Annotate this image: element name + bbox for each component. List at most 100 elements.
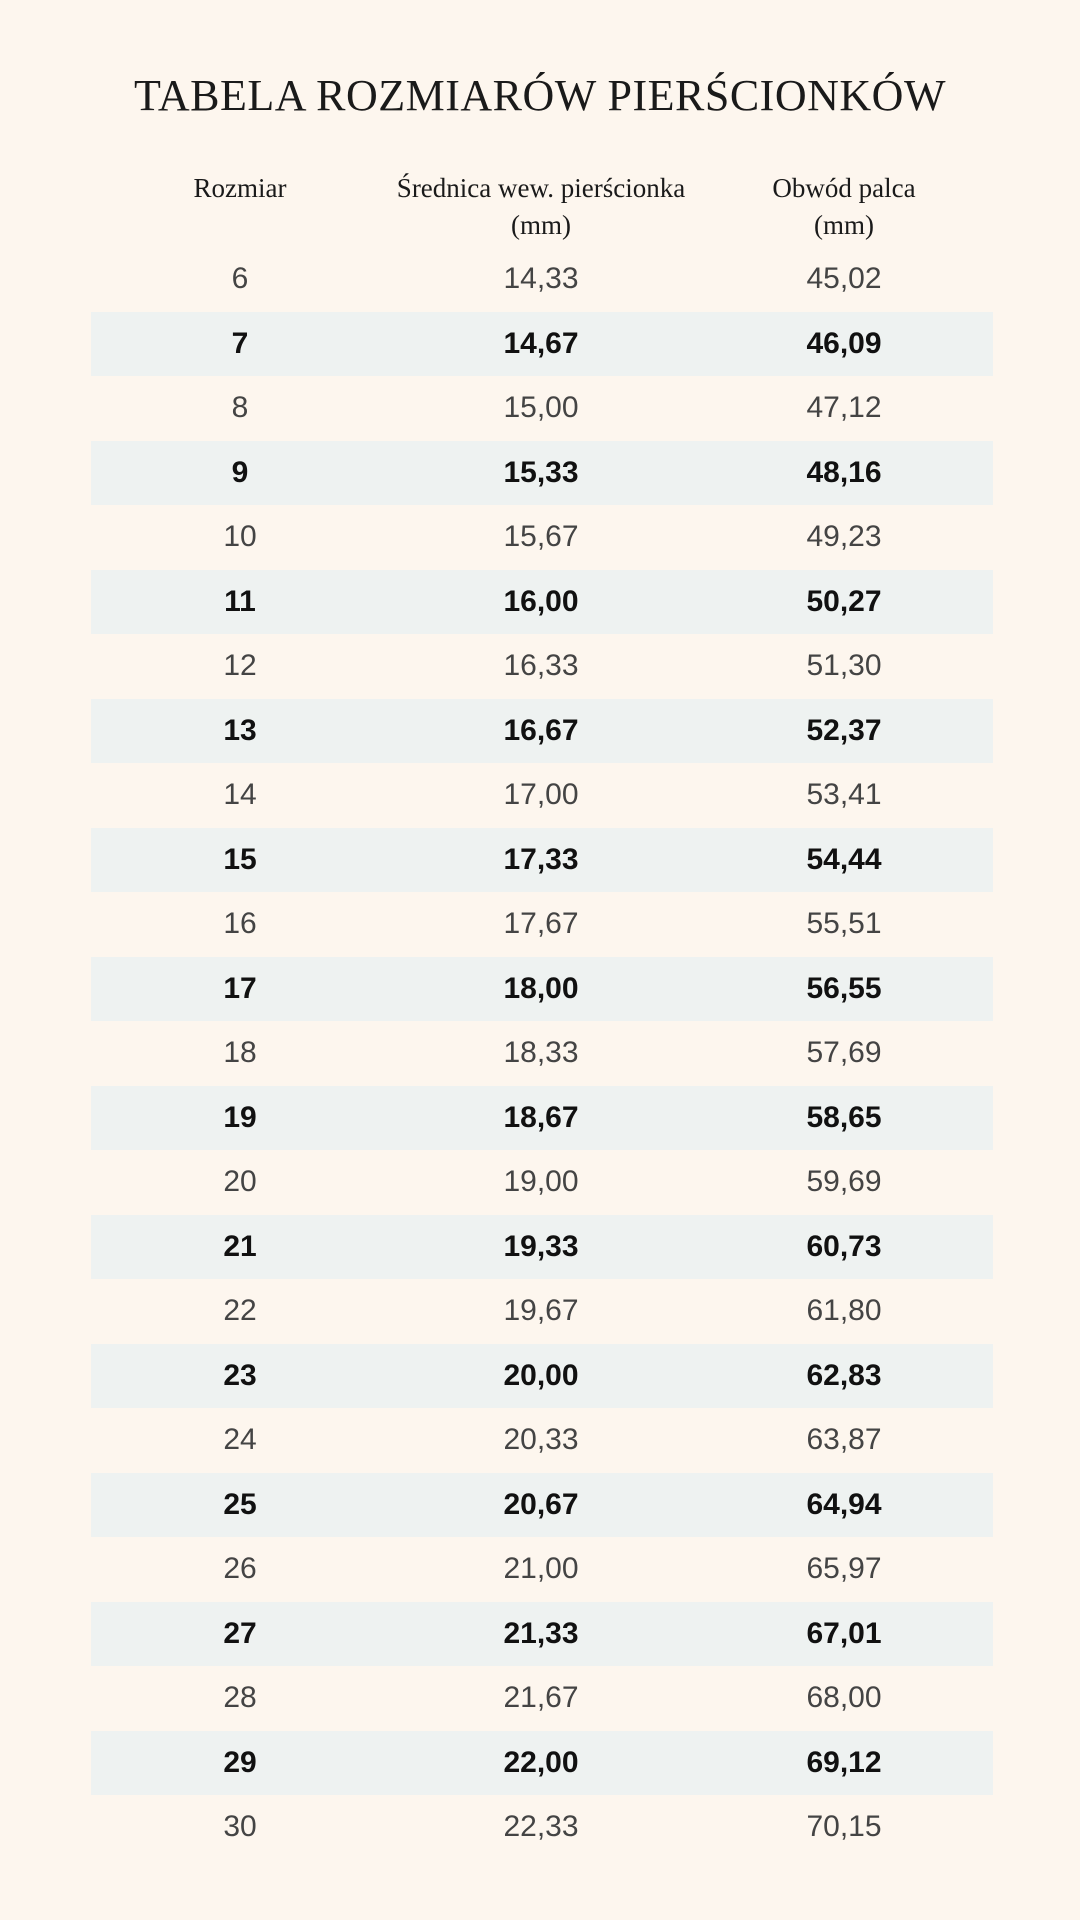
table-cell: 10 bbox=[223, 520, 257, 553]
table-cell: 7 bbox=[231, 326, 249, 360]
table-cell: 24 bbox=[223, 1423, 257, 1456]
table-cell: 16,00 bbox=[503, 584, 579, 618]
table-cell: 19,00 bbox=[503, 1165, 579, 1198]
table-cell: 6 bbox=[231, 262, 249, 295]
table-row: 12 16,33 51,30 bbox=[91, 634, 993, 699]
table-cell: 18,67 bbox=[503, 1100, 579, 1134]
table-cell: 17 bbox=[223, 971, 257, 1005]
table-cell: 68,00 bbox=[806, 1681, 882, 1714]
table-cell: 60,73 bbox=[806, 1229, 882, 1263]
table-cell: 55,51 bbox=[806, 907, 882, 940]
table-cell: 70,15 bbox=[806, 1810, 882, 1843]
table-row: 8 15,00 47,12 bbox=[91, 376, 993, 441]
title: TABELA ROZMIARÓW PIERŚCIONKÓW bbox=[134, 71, 946, 120]
table-cell: 21,33 bbox=[503, 1616, 579, 1650]
table-cell: 30 bbox=[223, 1810, 257, 1843]
table-cell: 21,00 bbox=[503, 1552, 579, 1585]
column-header: Obwód palca (mm) bbox=[772, 173, 916, 240]
table-cell: 18,00 bbox=[503, 971, 579, 1005]
table-cell: 19 bbox=[223, 1100, 257, 1134]
table-cell: 28 bbox=[223, 1681, 257, 1714]
table-row: 27 21,33 67,01 bbox=[91, 1601, 993, 1666]
table-cell: 23 bbox=[223, 1358, 257, 1392]
table-cell: 15 bbox=[223, 842, 257, 876]
table-row: 21 19,33 60,73 bbox=[91, 1214, 993, 1279]
table-cell: 20 bbox=[223, 1165, 257, 1198]
table-cell: 17,00 bbox=[503, 778, 579, 811]
table-row: 9 15,33 48,16 bbox=[91, 440, 993, 505]
table-cell: 8 bbox=[231, 391, 249, 424]
table-cell: 57,69 bbox=[806, 1036, 882, 1069]
table-cell: 20,33 bbox=[503, 1423, 579, 1456]
table-cell: 15,33 bbox=[503, 455, 579, 489]
table-cell: 50,27 bbox=[806, 584, 882, 618]
table-cell: 65,97 bbox=[806, 1552, 882, 1585]
column-header: Rozmiar bbox=[193, 173, 287, 203]
table-cell: 22,33 bbox=[503, 1810, 579, 1843]
table-cell: 14,67 bbox=[503, 326, 579, 360]
table-cell: 29 bbox=[223, 1745, 257, 1779]
table-row: 17 18,00 56,55 bbox=[91, 956, 993, 1021]
table-row: 18 18,33 57,69 bbox=[91, 1021, 993, 1086]
table-cell: 15,67 bbox=[503, 520, 579, 553]
table-cell: 58,65 bbox=[806, 1100, 882, 1134]
table-cell: 63,87 bbox=[806, 1423, 882, 1456]
table-cell: 16,33 bbox=[503, 649, 579, 682]
table-row: 7 14,67 46,09 bbox=[91, 311, 993, 376]
table-cell: 56,55 bbox=[806, 971, 882, 1005]
table-cell: 18,33 bbox=[503, 1036, 579, 1069]
table-cell: 19,33 bbox=[503, 1229, 579, 1263]
table-row: 24 20,33 63,87 bbox=[91, 1408, 993, 1473]
table-row: 22 19,67 61,80 bbox=[91, 1279, 993, 1344]
table-cell: 22 bbox=[223, 1294, 257, 1327]
table-cell: 45,02 bbox=[806, 262, 882, 295]
table-cell: 14,33 bbox=[503, 262, 579, 295]
table-cell: 12 bbox=[223, 649, 257, 682]
table-cell: 59,69 bbox=[806, 1165, 882, 1198]
table-row: 16 17,67 55,51 bbox=[91, 892, 993, 957]
table-cell: 19,67 bbox=[503, 1294, 579, 1327]
table-cell: 48,16 bbox=[806, 455, 882, 489]
table-cell: 49,23 bbox=[806, 520, 882, 553]
table-cell: 67,01 bbox=[806, 1616, 882, 1650]
table-row: 19 18,67 58,65 bbox=[91, 1085, 993, 1150]
table-cell: 14 bbox=[223, 778, 257, 811]
table-row: 25 20,67 64,94 bbox=[91, 1472, 993, 1537]
table-cell: 22,00 bbox=[503, 1745, 579, 1779]
table-cell: 9 bbox=[231, 455, 249, 489]
table-cell: 46,09 bbox=[806, 326, 882, 360]
table-cell: 54,44 bbox=[806, 842, 882, 876]
table-row: 30 22,33 70,15 bbox=[91, 1795, 993, 1860]
table-row: 29 22,00 69,12 bbox=[91, 1730, 993, 1795]
column-header: Średnica wew. pierścionka (mm) bbox=[396, 173, 686, 240]
table-cell: 64,94 bbox=[806, 1487, 882, 1521]
table-cell: 17,67 bbox=[503, 907, 579, 940]
table-cell: 25 bbox=[223, 1487, 257, 1521]
table-cell: 52,37 bbox=[806, 713, 882, 747]
table-cell: 16,67 bbox=[503, 713, 579, 747]
table-cell: 27 bbox=[223, 1616, 257, 1650]
table-cell: 21,67 bbox=[503, 1681, 579, 1714]
table-cell: 62,83 bbox=[806, 1358, 882, 1392]
table-cell: 13 bbox=[223, 713, 257, 747]
table-cell: 20,00 bbox=[503, 1358, 579, 1392]
table-cell: 17,33 bbox=[503, 842, 579, 876]
table-cell: 15,00 bbox=[503, 391, 579, 424]
table-row: 14 17,00 53,41 bbox=[91, 763, 993, 828]
table-row: 13 16,67 52,37 bbox=[91, 698, 993, 763]
table-cell: 21 bbox=[223, 1229, 257, 1263]
table-cell: 11 bbox=[224, 584, 256, 618]
table-cell: 47,12 bbox=[806, 391, 882, 424]
table-row: 20 19,00 59,69 bbox=[91, 1150, 993, 1215]
table-row: 23 20,00 62,83 bbox=[91, 1343, 993, 1408]
table-row: 28 21,67 68,00 bbox=[91, 1666, 993, 1731]
table-cell: 18 bbox=[223, 1036, 257, 1069]
table-row: 11 16,00 50,27 bbox=[91, 569, 993, 634]
table-cell: 26 bbox=[223, 1552, 257, 1585]
table-row: 6 14,33 45,02 bbox=[91, 247, 993, 312]
table-row: 26 21,00 65,97 bbox=[91, 1537, 993, 1602]
table-cell: 69,12 bbox=[806, 1745, 882, 1779]
table-cell: 16 bbox=[223, 907, 257, 940]
table-cell: 61,80 bbox=[806, 1294, 882, 1327]
